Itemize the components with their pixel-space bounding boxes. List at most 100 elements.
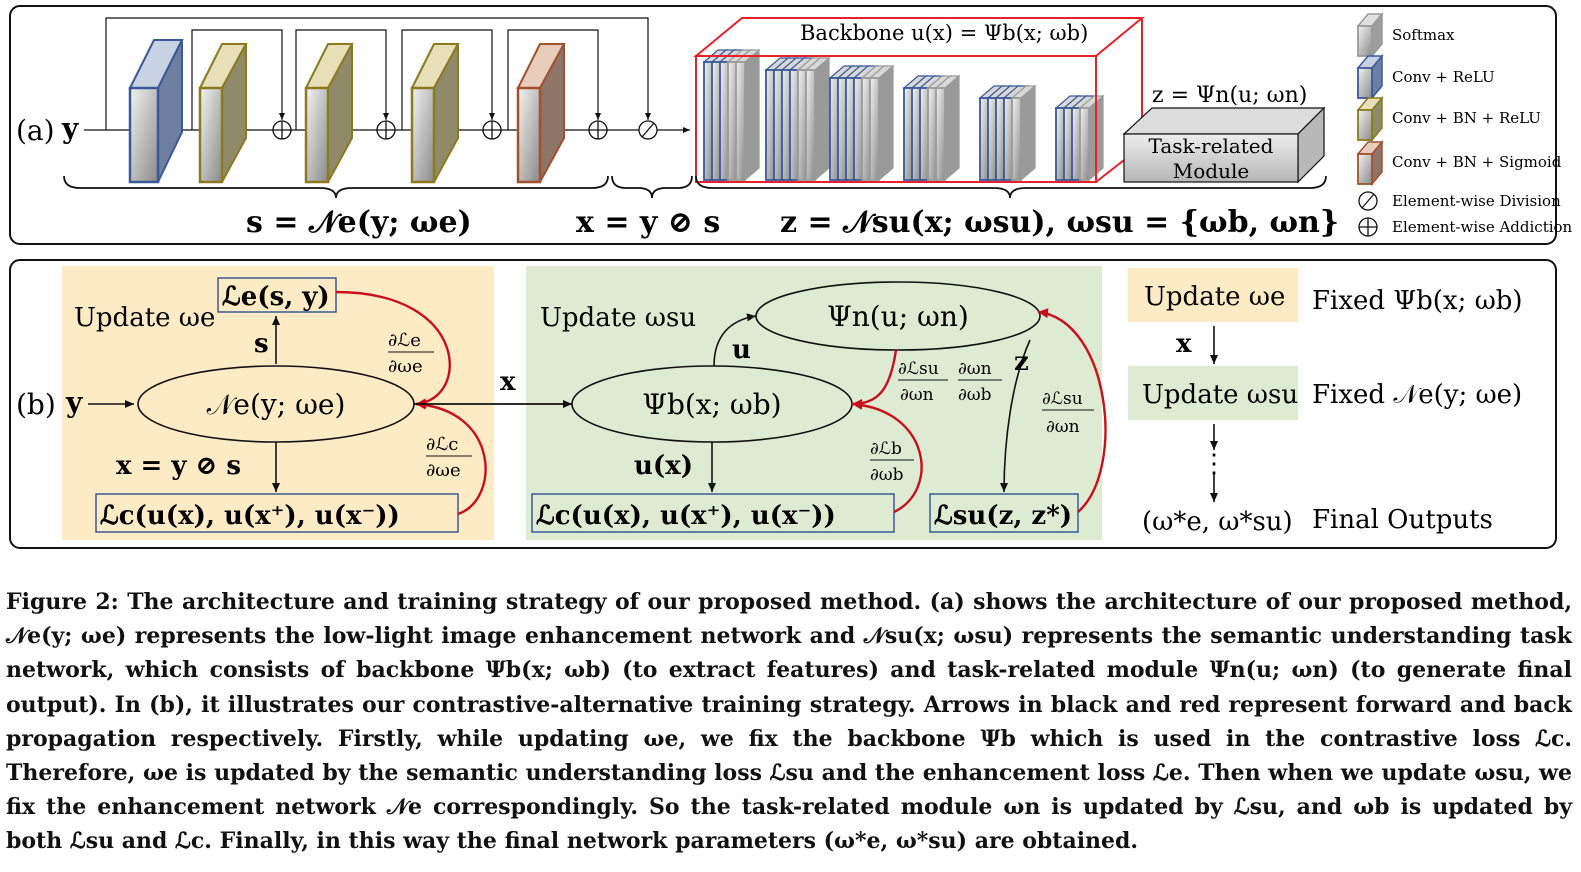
backbone-label: Backbone u(x) = Ψb(x; ωb) bbox=[800, 21, 1088, 45]
u-arrow bbox=[713, 313, 757, 367]
legend-softmax: Softmax bbox=[1392, 26, 1455, 44]
s-equation: s = 𝒩e(y; ωe) bbox=[246, 205, 472, 240]
panel-a-frame bbox=[9, 5, 1557, 245]
grad-c-den: ∂ωe bbox=[426, 460, 461, 481]
u-label: u bbox=[732, 335, 751, 365]
backbone-layer bbox=[1010, 84, 1037, 182]
x-eq-b: x = y ⊘ s bbox=[116, 451, 241, 481]
loss-e: ℒe(s, y) bbox=[222, 282, 330, 312]
legend-conv-relu-icon bbox=[1356, 53, 1384, 101]
conv-bn-sigmoid-block bbox=[516, 43, 566, 184]
brace-x bbox=[611, 175, 693, 199]
div-op bbox=[638, 120, 658, 140]
ne-node-label: 𝒩e(y; ωe) bbox=[207, 388, 346, 421]
flow-update-e: Update ωe bbox=[1144, 282, 1285, 312]
panel-b-label: (b) bbox=[16, 388, 56, 421]
conv-bn-relu-block-1 bbox=[198, 43, 248, 184]
task-related-module bbox=[1122, 106, 1326, 184]
legend: Softmax Conv + ReLU Conv + BN + ReLU Con… bbox=[1356, 11, 1573, 237]
flow-update-su: Update ωsu bbox=[1142, 380, 1298, 410]
brace-z bbox=[695, 175, 1327, 199]
loss-su: ℒsu(z, z*) bbox=[934, 501, 1072, 531]
legend-division-icon bbox=[1358, 191, 1378, 211]
grad-e-den: ∂ωe bbox=[388, 356, 423, 377]
legend-addition: Element-wise Addiction bbox=[1392, 218, 1573, 236]
update-wsu-label: Update ωsu bbox=[540, 303, 696, 333]
panel-a-input-y: y bbox=[61, 112, 79, 145]
skip-4 bbox=[401, 29, 495, 130]
backprop-e-arrow bbox=[335, 290, 451, 409]
grad-b-den: ∂ωb bbox=[870, 465, 904, 485]
add-op-2 bbox=[376, 120, 396, 140]
panel-b-input-y: y bbox=[65, 386, 83, 419]
brace-s bbox=[63, 175, 609, 199]
grad-su2-den: ∂ωn bbox=[1046, 417, 1080, 437]
grad-nb-num: ∂ωn bbox=[958, 359, 992, 379]
backbone-box-front bbox=[695, 55, 1097, 183]
flow-fixed-e: Fixed 𝒩e(y; ωe) bbox=[1312, 380, 1522, 410]
loss-c-left: ℒc(u(x), u(x⁺), u(x⁻)) bbox=[100, 501, 400, 531]
backbone-layer bbox=[1078, 94, 1105, 182]
loss-c-mid: ℒc(u(x), u(x⁺), u(x⁻)) bbox=[536, 501, 836, 531]
flow-final-vars: (ω*e, ω*su) bbox=[1142, 507, 1293, 537]
backprop-c-arrow bbox=[415, 399, 487, 516]
flow-update-su-box bbox=[1128, 366, 1298, 420]
legend-conv-bn-relu-icon bbox=[1356, 95, 1384, 143]
backprop-c-psi-b bbox=[851, 399, 923, 514]
grad-b-num: ∂ℒb bbox=[870, 439, 902, 459]
x-forward-label: x bbox=[500, 367, 516, 397]
add-op-3 bbox=[482, 120, 502, 140]
flow-update-e-box bbox=[1128, 268, 1298, 322]
backbone-layer bbox=[734, 48, 761, 182]
legend-conv-bn-relu: Conv + BN + ReLU bbox=[1392, 109, 1541, 127]
loss-e-box bbox=[217, 277, 337, 313]
task-module-line2: Module bbox=[1173, 159, 1249, 183]
psi-n-label: Ψn(u; ωn) bbox=[827, 300, 969, 333]
grad-su-n-den: ∂ωn bbox=[900, 385, 934, 405]
legend-conv-bn-sigmoid-icon bbox=[1356, 139, 1384, 187]
z-equation: z = 𝒩su(x; ωsu), ωsu = {ωb, ωn} bbox=[780, 205, 1339, 240]
conv-bn-relu-block-2 bbox=[304, 43, 354, 184]
backprop-su-psi-n bbox=[1037, 308, 1107, 513]
legend-conv-bn-sigmoid: Conv + BN + Sigmoid bbox=[1392, 153, 1562, 171]
psi-b-label: Ψb(x; ωb) bbox=[642, 388, 781, 421]
figure-caption: Figure 2: The architecture and training … bbox=[6, 585, 1572, 859]
panel-a-label: (a) bbox=[16, 114, 55, 147]
z-label: z = Ψn(u; ωn) bbox=[1152, 83, 1307, 108]
add-op-1 bbox=[272, 120, 292, 140]
skip-2 bbox=[191, 29, 285, 130]
flow-fixed-b: Fixed Ψb(x; ωb) bbox=[1312, 286, 1523, 316]
grad-su2-num: ∂ℒsu bbox=[1042, 389, 1083, 409]
grad-nb-den: ∂ωb bbox=[958, 385, 992, 405]
update-we-label: Update ωe bbox=[74, 303, 215, 333]
backbone-layer bbox=[934, 74, 961, 182]
skip-5 bbox=[507, 29, 601, 130]
flow-final-label: Final Outputs bbox=[1312, 505, 1493, 535]
architecture-figure: (a) y Backbone u( bbox=[9, 5, 1573, 549]
loss-su-box bbox=[929, 493, 1079, 533]
legend-softmax-icon bbox=[1356, 11, 1384, 59]
loss-c-mid-box bbox=[531, 493, 895, 533]
conv-relu-block bbox=[128, 39, 184, 184]
grad-su-n-num: ∂ℒsu bbox=[898, 359, 939, 379]
s-label: s bbox=[254, 329, 269, 359]
legend-conv-relu: Conv + ReLU bbox=[1392, 68, 1495, 86]
skip-1 bbox=[105, 17, 651, 130]
skip-3 bbox=[295, 29, 389, 130]
grad-e-num: ∂ℒe bbox=[388, 330, 421, 351]
conv-bn-relu-block-3 bbox=[410, 43, 460, 184]
grad-c-num: ∂ℒc bbox=[426, 434, 458, 455]
backbone-layer bbox=[868, 64, 895, 182]
z-label-b: z bbox=[1014, 347, 1029, 377]
flow-x: x bbox=[1176, 329, 1192, 359]
backbone-layer bbox=[804, 56, 831, 182]
backbone-layers bbox=[702, 48, 1105, 182]
z-arrow bbox=[1000, 339, 1031, 493]
task-module-line1: Task-related bbox=[1149, 134, 1274, 158]
add-op-4 bbox=[588, 120, 608, 140]
legend-division: Element-wise Division bbox=[1392, 192, 1561, 210]
legend-addition-icon bbox=[1358, 217, 1378, 237]
panel-b-frame bbox=[9, 259, 1557, 549]
ux-label: u(x) bbox=[634, 451, 693, 481]
caption-text: Figure 2: The architecture and training … bbox=[6, 589, 1572, 855]
